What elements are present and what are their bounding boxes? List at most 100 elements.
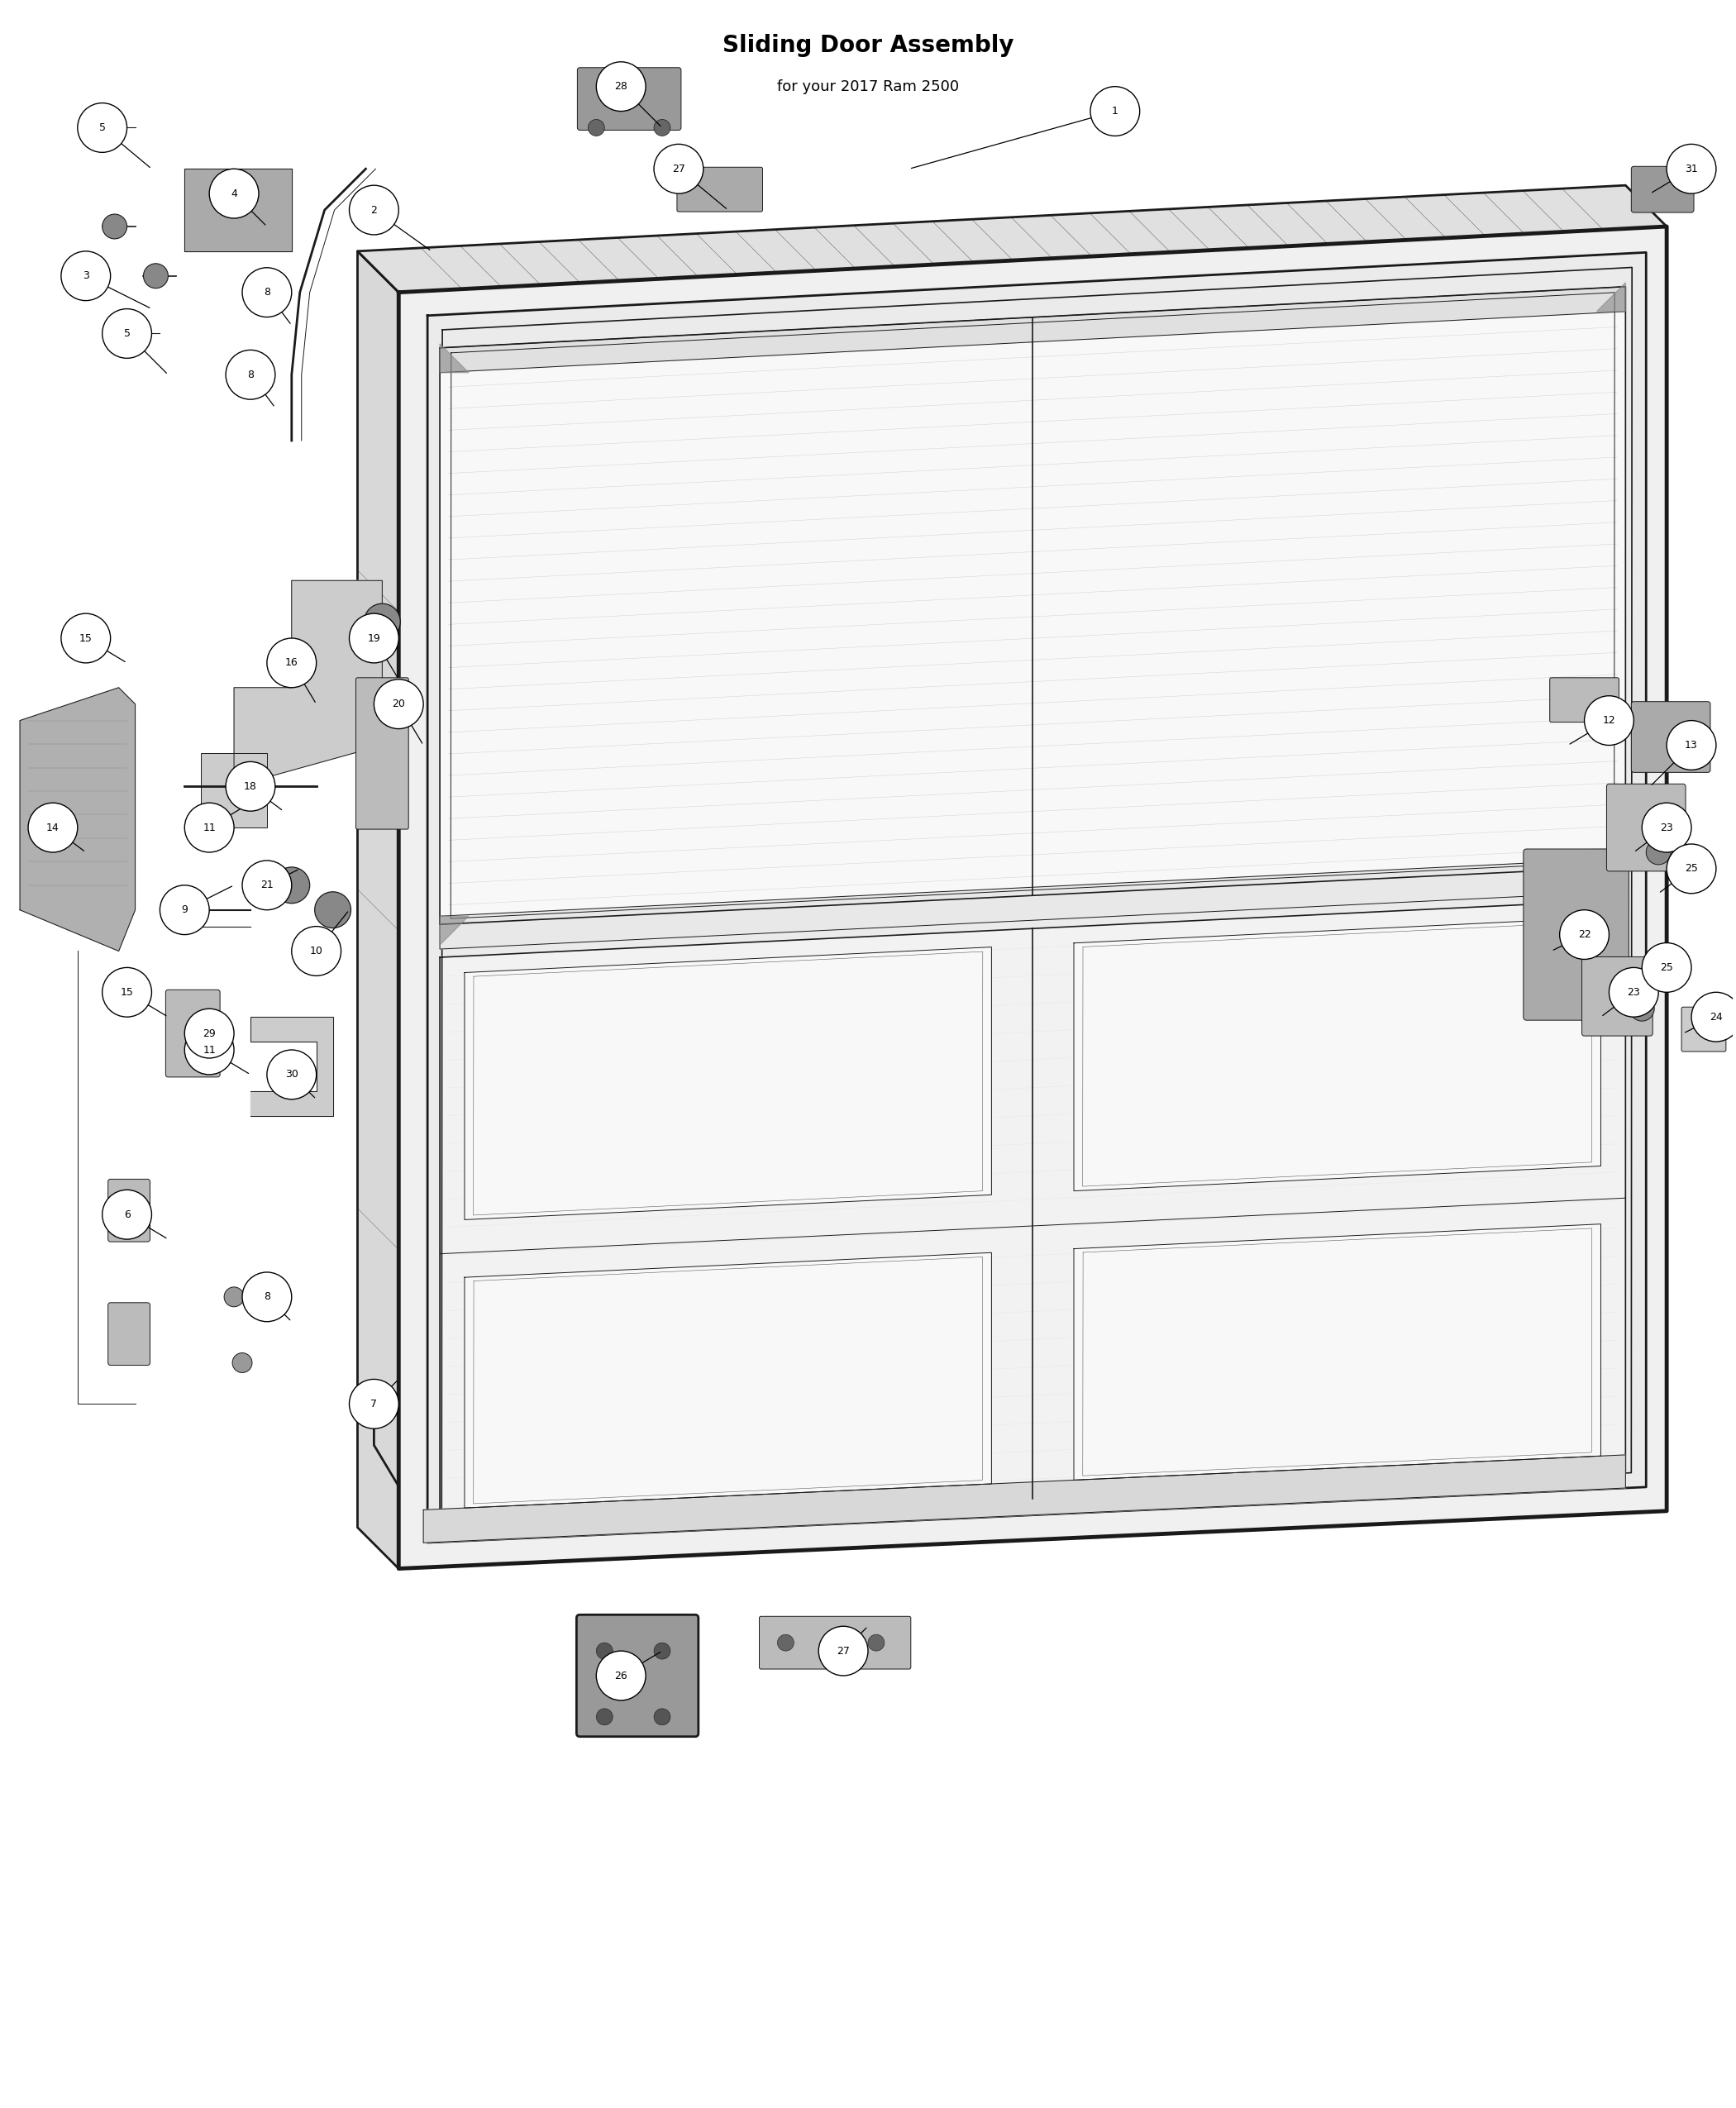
Circle shape [1691,993,1736,1041]
Text: 11: 11 [203,822,215,833]
Circle shape [184,803,234,852]
FancyBboxPatch shape [576,1615,698,1737]
Text: 5: 5 [99,122,106,133]
Text: 7: 7 [372,1398,377,1410]
Circle shape [349,613,399,662]
Text: 14: 14 [47,822,59,833]
FancyBboxPatch shape [165,991,220,1077]
Text: 22: 22 [1578,930,1590,940]
Circle shape [116,323,137,344]
FancyBboxPatch shape [759,1617,911,1670]
Circle shape [349,186,399,234]
Circle shape [210,169,259,219]
Text: 19: 19 [368,632,380,643]
Text: 6: 6 [123,1210,130,1221]
Text: 31: 31 [1686,164,1698,175]
Text: 13: 13 [1686,740,1698,750]
Circle shape [184,1010,234,1058]
Circle shape [160,885,210,934]
Circle shape [243,268,292,316]
Circle shape [226,350,276,398]
Text: 16: 16 [285,658,299,668]
Text: 24: 24 [1710,1012,1722,1022]
FancyBboxPatch shape [356,677,408,828]
Polygon shape [1075,1225,1601,1480]
Circle shape [382,687,415,721]
Polygon shape [1075,917,1601,1191]
Circle shape [243,860,292,911]
Polygon shape [19,687,135,951]
Polygon shape [250,1016,333,1115]
Circle shape [1667,143,1717,194]
Circle shape [233,1353,252,1372]
Circle shape [61,613,111,662]
Circle shape [868,1634,884,1651]
Text: 1: 1 [1111,105,1118,116]
Circle shape [92,116,113,139]
Text: 28: 28 [615,80,627,93]
Circle shape [595,1710,613,1724]
Circle shape [102,310,151,358]
Text: 27: 27 [837,1646,851,1657]
Circle shape [1630,997,1654,1020]
Text: 25: 25 [1686,864,1698,875]
FancyBboxPatch shape [1550,677,1620,723]
Text: 25: 25 [1660,961,1674,974]
Text: 3: 3 [83,270,89,280]
Text: 15: 15 [120,987,134,997]
Circle shape [102,968,151,1016]
Polygon shape [439,917,469,944]
Polygon shape [358,251,399,1568]
Circle shape [1642,942,1691,993]
Text: 23: 23 [1627,987,1641,997]
Polygon shape [234,580,382,786]
Polygon shape [1597,858,1625,887]
Circle shape [1667,721,1717,769]
Circle shape [595,1642,613,1659]
Text: 11: 11 [203,1043,215,1056]
Circle shape [78,103,127,152]
Text: 27: 27 [672,164,686,175]
Circle shape [365,603,401,641]
Circle shape [654,143,703,194]
Circle shape [226,761,276,812]
Polygon shape [439,344,469,373]
Text: 29: 29 [203,1029,215,1039]
Text: 12: 12 [1602,715,1616,725]
Circle shape [349,1379,399,1429]
Circle shape [314,892,351,928]
Text: 10: 10 [309,946,323,957]
Text: for your 2017 Ram 2500: for your 2017 Ram 2500 [778,80,958,95]
Polygon shape [427,253,1646,1543]
Circle shape [292,925,340,976]
Text: 8: 8 [264,1292,271,1303]
Text: 18: 18 [243,782,257,793]
Circle shape [595,1651,646,1701]
Circle shape [224,1288,243,1307]
Circle shape [257,282,276,301]
FancyBboxPatch shape [578,67,681,131]
Text: 2: 2 [372,204,377,215]
Text: 20: 20 [392,698,404,710]
Circle shape [102,1189,151,1240]
Polygon shape [465,946,991,1221]
Circle shape [1559,911,1609,959]
Circle shape [654,120,670,135]
Text: Sliding Door Assembly: Sliding Door Assembly [722,34,1014,57]
Circle shape [184,1024,234,1075]
FancyBboxPatch shape [108,1303,149,1366]
Polygon shape [358,186,1667,293]
Circle shape [28,803,78,852]
Text: 5: 5 [123,329,130,339]
Text: 8: 8 [247,369,253,379]
Polygon shape [399,226,1667,1568]
Polygon shape [465,1252,991,1507]
Circle shape [654,1710,670,1724]
FancyBboxPatch shape [1632,702,1710,772]
Polygon shape [439,287,1625,925]
Polygon shape [1597,282,1625,312]
Polygon shape [424,1455,1625,1543]
Circle shape [1642,803,1691,852]
Circle shape [654,1642,670,1659]
Circle shape [595,61,646,112]
